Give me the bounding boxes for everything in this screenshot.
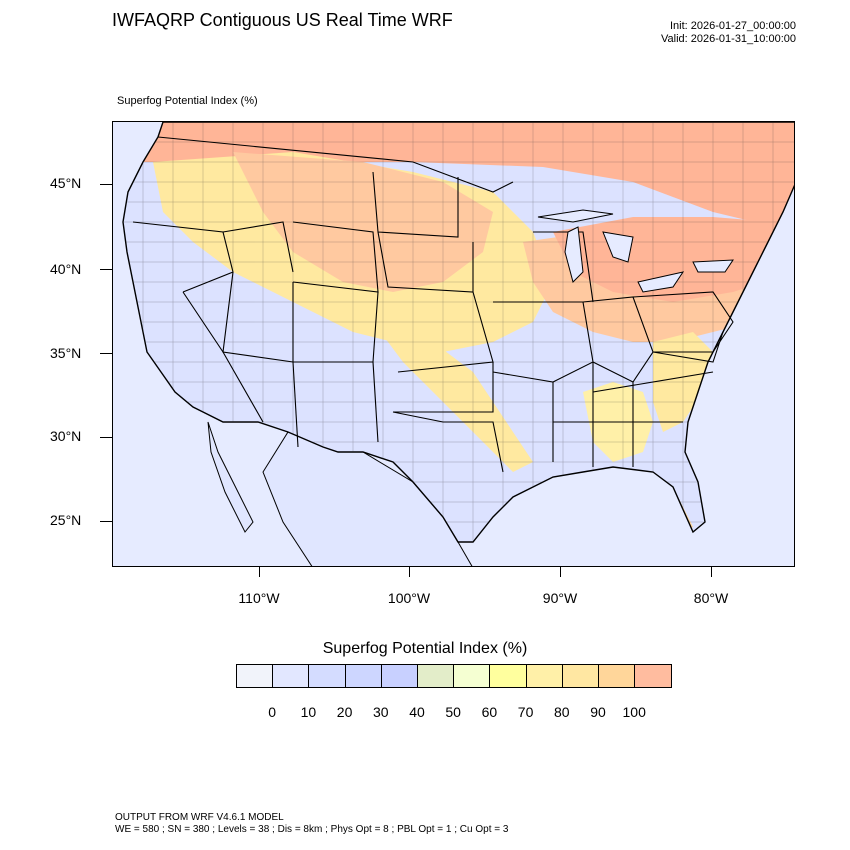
- lat-tick: [100, 353, 112, 354]
- model-info-line1: OUTPUT FROM WRF V4.6.1 MODEL: [115, 812, 284, 823]
- colorbar-box: [381, 665, 418, 687]
- colorbar-box: [345, 665, 382, 687]
- colorbar-box: [635, 665, 672, 687]
- colorbar-box: [417, 665, 455, 687]
- colorbar-box: [562, 665, 599, 687]
- colorbar-box: [454, 665, 491, 687]
- colorbar-label: 40: [409, 704, 425, 720]
- lon-label-100w: 100°W: [387, 590, 431, 606]
- lat-label-40: 40°N: [50, 261, 82, 277]
- lat-tick: [100, 184, 112, 185]
- plot-title: IWFAQRP Contiguous US Real Time WRF: [112, 10, 453, 30]
- colorbar-label: 0: [268, 704, 277, 720]
- colorbar-label: 90: [590, 704, 606, 720]
- colorbar-label: 60: [481, 704, 498, 720]
- colorbar-box: [490, 665, 527, 687]
- run-times: Init: 2026-01-27_00:00:00 Valid: 2026-01…: [661, 20, 796, 46]
- lat-label-45: 45°N: [50, 175, 82, 191]
- colorbar: [236, 664, 673, 688]
- lon-label-110w: 110°W: [238, 590, 280, 606]
- colorbar-label: 30: [373, 704, 389, 720]
- colorbar-label: 100: [622, 704, 646, 720]
- lat-label-35: 35°N: [50, 345, 82, 361]
- colorbar-label: 50: [445, 704, 461, 720]
- colorbar-label: 10: [300, 704, 317, 720]
- lat-tick: [100, 437, 112, 438]
- colorbar-box: [309, 665, 346, 687]
- lat-label-30: 30°N: [50, 428, 82, 444]
- field-label: Superfog Potential Index (%): [117, 95, 258, 107]
- lat-tick: [100, 269, 112, 270]
- init-time: Init: 2026-01-27_00:00:00: [670, 20, 796, 32]
- lon-tick: [409, 567, 410, 577]
- valid-time: Valid: 2026-01-31_10:00:00: [661, 33, 796, 45]
- colorbar-box: [526, 665, 563, 687]
- lon-tick: [560, 567, 561, 577]
- lon-label-80w: 80°W: [693, 590, 729, 606]
- colorbar-label: 70: [517, 704, 534, 720]
- lon-tick: [259, 567, 260, 577]
- model-info: OUTPUT FROM WRF V4.6.1 MODEL WE = 580 ; …: [115, 812, 508, 836]
- colorbar-label: 80: [554, 704, 570, 720]
- lon-tick: [711, 567, 712, 577]
- colorbar-box: [598, 665, 636, 687]
- model-info-line2: WE = 580 ; SN = 380 ; Levels = 38 ; Dis …: [115, 824, 509, 835]
- colorbar-box: [273, 665, 310, 687]
- colorbar-label: 20: [336, 704, 353, 720]
- lat-label-25: 25°N: [50, 512, 82, 528]
- colorbar-title: Superfog Potential Index (%): [322, 640, 528, 657]
- map-panel: [112, 121, 795, 567]
- colorbar-box: [237, 665, 274, 687]
- lat-tick: [100, 521, 112, 522]
- map-canvas: [113, 122, 794, 566]
- lon-label-90w: 90°W: [542, 590, 578, 606]
